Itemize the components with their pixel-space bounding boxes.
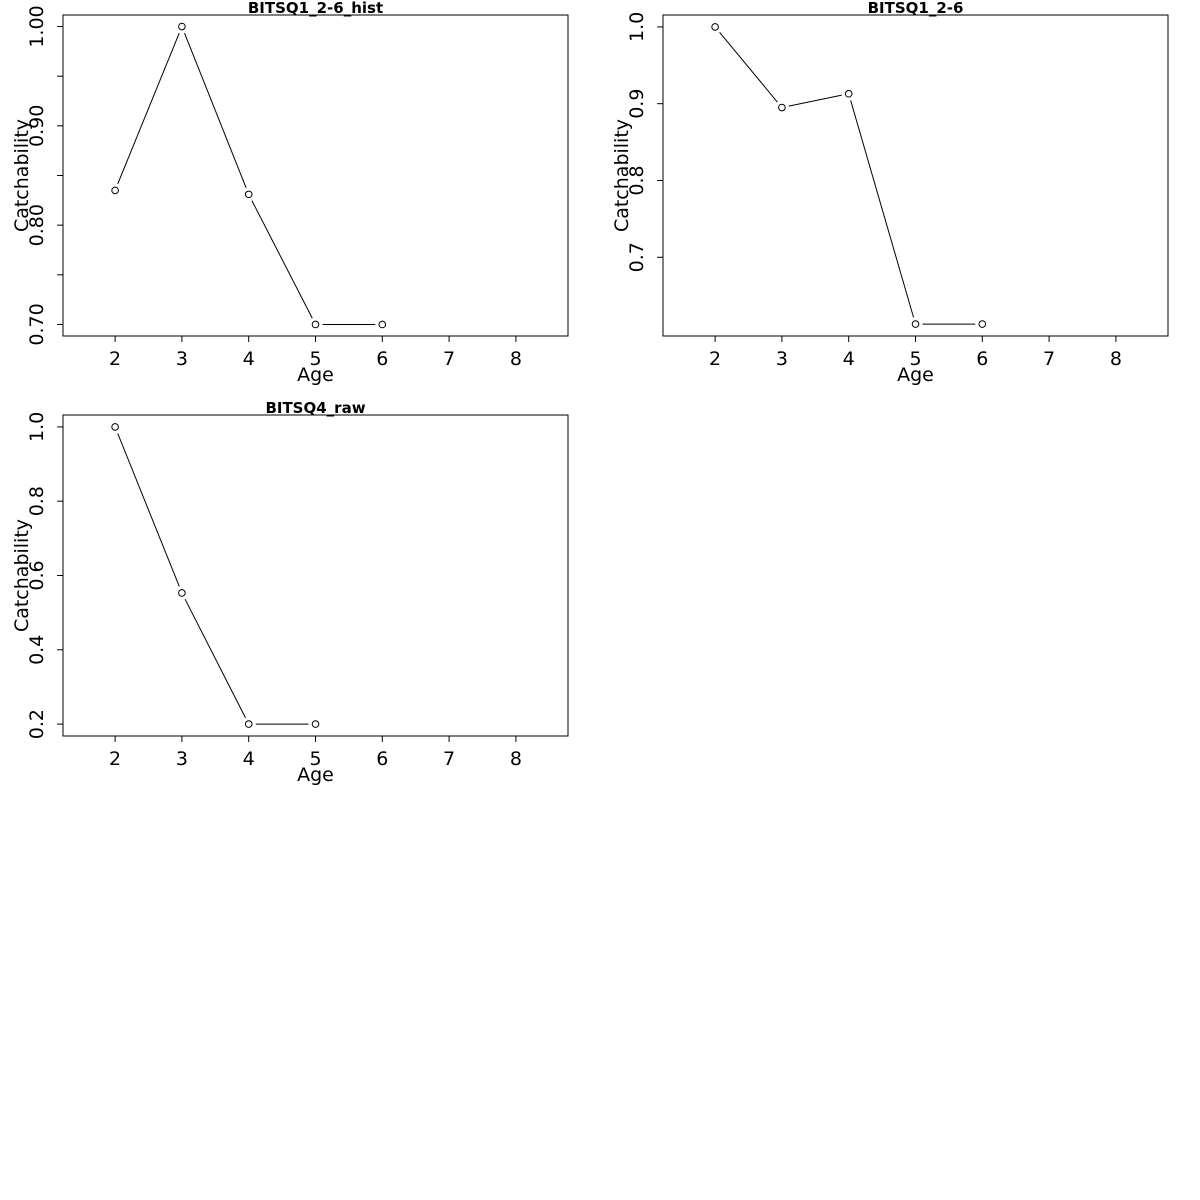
x-tick-label: 7 [443,748,455,770]
x-tick-label: 4 [243,748,255,770]
series-segment [184,598,246,719]
data-point [911,320,920,328]
y-tick-label: 0.70 [26,303,48,345]
chart-title: BITSQ1_2-6 [868,0,964,17]
x-tick-label: 8 [510,748,522,770]
y-tick-label: 0.90 [26,105,48,147]
y-tick-label: 0.8 [626,165,648,195]
series-segment [117,433,180,587]
x-axis-title: Age [297,364,334,386]
y-axis-title: Catchability [11,119,33,232]
x-tick-label: 3 [176,748,188,770]
x-tick-label: 4 [843,348,855,370]
plot-frame [662,14,1169,337]
x-tick-label: 8 [1110,348,1122,370]
y-axis-title: Catchability [11,519,33,632]
data-point [311,320,320,329]
x-tick-label: 3 [776,348,788,370]
x-tick-label: 2 [709,348,721,370]
chart-panel-3: BITSQ4_raw 2 3 4 5 6 7 8 0.2 0.4 0.6 0.8 1.0 Age Catch… [11,399,569,786]
plot-frame [62,14,569,337]
y-tick-label: 0.4 [26,635,48,665]
series-segment [184,32,247,189]
data-point [378,320,387,329]
x-tick-label: 7 [1043,348,1055,370]
series-segment [788,94,842,107]
data-point [178,589,186,597]
y-tick-label: 1.0 [626,12,648,42]
x-axis-title: Age [897,364,934,386]
x-tick-label: 5 [909,348,921,370]
x-tick-label: 6 [376,348,388,370]
chart-title: BITSQ4_raw [265,399,365,417]
x-tick-label: 5 [309,348,321,370]
data-point [111,186,119,195]
x-tick-label: 7 [443,348,455,370]
data-point [244,190,253,199]
chart-panel-2: BITSQ1_2-6 2 3 4 5 6 7 8 0.7 0.8 0.9 1.0 Age Catchabi… [611,0,1169,386]
x-tick-label: 2 [109,748,121,770]
data-point [711,23,719,31]
x-tick-label: 8 [510,348,522,370]
chart-title: BITSQ1_2-6_hist [248,0,383,17]
x-tick-label: 6 [976,348,988,370]
series-segment [850,100,915,318]
y-tick-label: 0.8 [26,486,48,516]
data-point [311,720,320,728]
y-tick-label: 0.80 [26,204,48,246]
y-tick-label: 1.00 [26,5,48,47]
plot-frame [62,414,569,737]
y-tick-label: 1.0 [26,412,48,442]
data-point [978,320,987,328]
x-tick-label: 2 [109,348,121,370]
x-tick-label: 6 [376,748,388,770]
x-tick-label: 3 [176,348,188,370]
data-point [244,720,253,728]
series-segment [251,200,313,319]
data-point [778,103,786,112]
x-axis-title: Age [297,764,334,786]
chart-panel-1: BITSQ1_2-6_hist 2 3 4 5 6 7 8 0.70 0.80 0.90 1.00 Ag… [11,0,569,386]
series-segment [719,31,778,103]
data-point [844,89,853,98]
series-segment [117,32,180,185]
y-tick-label: 0.6 [26,560,48,590]
y-tick-label: 0.9 [626,89,648,119]
y-tick-label: 0.7 [626,242,648,272]
data-point [111,423,119,431]
x-tick-label: 4 [243,348,255,370]
y-axis-title: Catchability [611,119,633,232]
x-tick-label: 5 [309,748,321,770]
data-point [178,22,186,31]
y-tick-label: 0.2 [26,709,48,739]
